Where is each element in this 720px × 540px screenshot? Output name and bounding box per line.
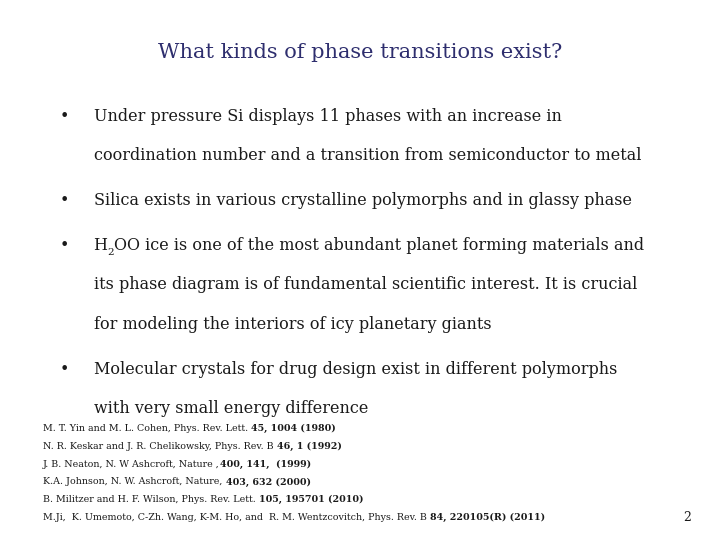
Text: its phase diagram is of fundamental scientific interest. It is crucial: its phase diagram is of fundamental scie…	[94, 276, 637, 293]
Text: with very small energy difference: with very small energy difference	[94, 400, 368, 417]
Text: •: •	[60, 192, 70, 209]
Text: M. T. Yin and M. L. Cohen, Phys. Rev. Lett.: M. T. Yin and M. L. Cohen, Phys. Rev. Le…	[43, 424, 251, 433]
Text: 2: 2	[683, 511, 691, 524]
Text: 45, 1004 (1980): 45, 1004 (1980)	[251, 424, 336, 433]
Text: 105, 195701 (2010): 105, 195701 (2010)	[259, 495, 364, 504]
Text: N. R. Keskar and J. R. Chelikowsky, Phys. Rev. B: N. R. Keskar and J. R. Chelikowsky, Phys…	[43, 442, 276, 451]
Text: coordination number and a transition from semiconductor to metal: coordination number and a transition fro…	[94, 147, 641, 164]
Text: Under pressure Si displays 11 phases with an increase in: Under pressure Si displays 11 phases wit…	[94, 108, 562, 125]
Text: for modeling the interiors of icy planetary giants: for modeling the interiors of icy planet…	[94, 316, 491, 333]
Text: Silica exists in various crystalline polymorphs and in glassy phase: Silica exists in various crystalline pol…	[94, 192, 631, 209]
Text: OO ice is one of the most abundant planet forming materials and: OO ice is one of the most abundant plane…	[114, 237, 644, 254]
Text: H: H	[94, 237, 107, 254]
Text: 400, 141,  (1999): 400, 141, (1999)	[220, 460, 311, 469]
Text: •: •	[60, 361, 70, 377]
Text: B. Militzer and H. F. Wilson, Phys. Rev. Lett.: B. Militzer and H. F. Wilson, Phys. Rev.…	[43, 495, 259, 504]
Text: K.A. Johnson, N. W. Ashcroft, Nature,: K.A. Johnson, N. W. Ashcroft, Nature,	[43, 477, 225, 487]
Text: •: •	[60, 237, 70, 254]
Text: 2: 2	[107, 248, 114, 257]
Text: 403, 632 (2000): 403, 632 (2000)	[225, 477, 310, 487]
Text: What kinds of phase transitions exist?: What kinds of phase transitions exist?	[158, 43, 562, 62]
Text: J. B. Neaton, N. W Ashcroft, Nature ,: J. B. Neaton, N. W Ashcroft, Nature ,	[43, 460, 220, 469]
Text: Molecular crystals for drug design exist in different polymorphs: Molecular crystals for drug design exist…	[94, 361, 617, 377]
Text: M.Ji,  K. Umemoto, C-Zh. Wang, K-M. Ho, and  R. M. Wentzcovitch, Phys. Rev. B: M.Ji, K. Umemoto, C-Zh. Wang, K-M. Ho, a…	[43, 513, 430, 522]
Text: 46, 1 (1992): 46, 1 (1992)	[276, 442, 342, 451]
Text: 84, 220105(R) (2011): 84, 220105(R) (2011)	[430, 513, 545, 522]
Text: •: •	[60, 108, 70, 125]
